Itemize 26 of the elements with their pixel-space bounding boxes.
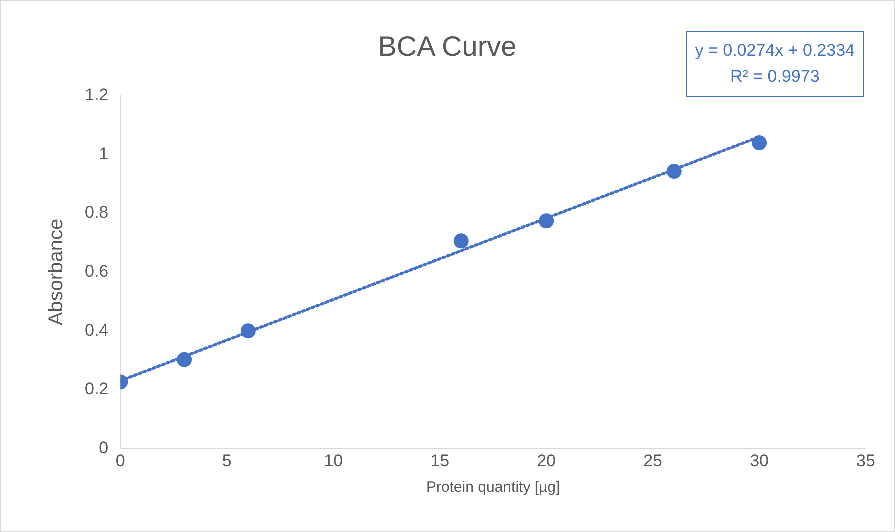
point [752, 136, 768, 151]
point [240, 324, 256, 339]
y-tick-label: 0.4 [84, 320, 109, 340]
point [539, 214, 554, 229]
x-tick-label: 20 [537, 451, 556, 470]
x-tick-label: 25 [644, 451, 662, 470]
y-tick-label: 0.8 [84, 203, 109, 222]
x-axis-title: Protein quantity [µg] [426, 479, 560, 496]
x-tick-label: 10 [324, 451, 344, 470]
x-tick-label: 35 [856, 451, 876, 470]
point [666, 164, 682, 180]
x-tick-label: 0 [116, 451, 126, 470]
y-tick-label: 1.2 [84, 86, 109, 105]
x-tick-label: 30 [750, 451, 769, 470]
y-tick-label: 0.6 [84, 262, 109, 281]
x-tick-label: 5 [222, 451, 232, 470]
text: y = 0.0274x + 0.2334 [695, 40, 855, 62]
y-axis-title: Absorbance [46, 218, 68, 326]
point [177, 352, 192, 368]
x-tick-label: 15 [430, 451, 450, 470]
y-tick-label: 0.2 [84, 380, 109, 399]
point [454, 234, 469, 249]
y-tick-label: 0 [99, 438, 109, 458]
y-tick-label: 1 [99, 144, 109, 164]
text: R² = 0.9973 [729, 66, 821, 88]
chart-title: BCA Curve [378, 31, 517, 62]
